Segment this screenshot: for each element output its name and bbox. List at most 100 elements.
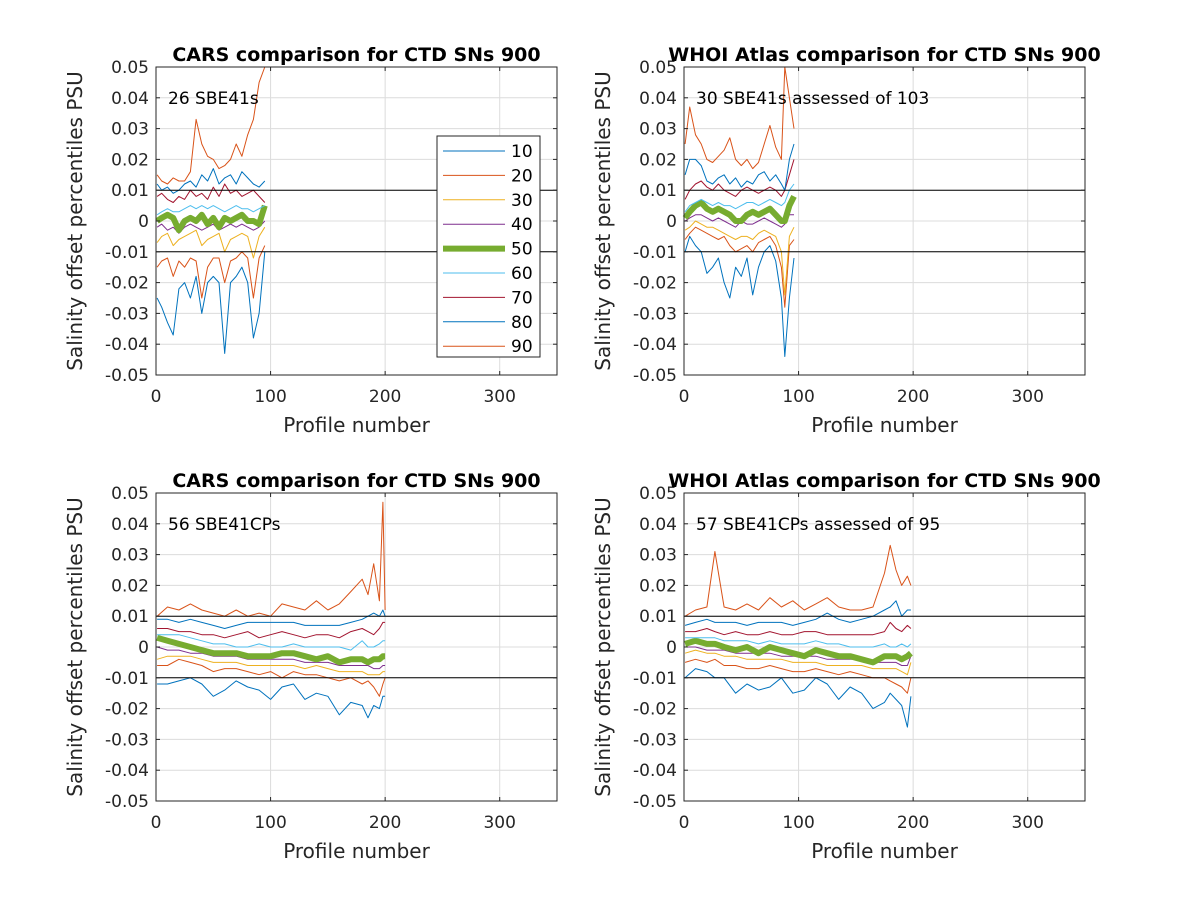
series-line-90 (156, 66, 266, 185)
x-tick-label: 300 (1011, 387, 1043, 407)
annotation-text: 30 SBE41s assessed of 103 (696, 89, 929, 109)
legend-entry-20: 20 (443, 166, 533, 186)
legend-label: 30 (511, 191, 533, 211)
x-axis-label: Profile number (811, 413, 958, 437)
chart-title: WHOI Atlas comparison for CTD SNs 900 (668, 470, 1100, 492)
y-tick-label: 0.02 (111, 150, 149, 170)
chart-title: CARS comparison for CTD SNs 900 (172, 44, 540, 66)
y-tick-label: -0.01 (105, 669, 149, 689)
y-tick-label: -0.04 (105, 761, 149, 781)
legend-label: 20 (511, 166, 533, 186)
legend: 10 20 30 40 50 60 70 80 90 (436, 135, 541, 358)
legend-entry-60: 60 (443, 264, 533, 284)
series-line-50 (684, 637, 913, 666)
y-tick-label: 0.02 (111, 576, 149, 596)
legend-label: 70 (511, 288, 533, 308)
legend-entry-50: 50 (443, 240, 533, 260)
series-line-90 (156, 501, 386, 617)
legend-label: 50 (511, 240, 533, 260)
series-line-60 (685, 637, 912, 648)
x-tick-label: 300 (483, 813, 515, 833)
y-tick-label: 0.04 (111, 89, 149, 109)
y-tick-label: 0.03 (639, 546, 677, 566)
legend-entry-90: 90 (443, 337, 533, 357)
chart-panel-4: -0.05 -0.04 -0.03 -0.02 -0.01 0 0.01 0.02 0.03 0.… (591, 470, 1101, 863)
x-tick-label: 0 (679, 813, 690, 833)
chart-panel-3: -0.05 -0.04 -0.03 -0.02 -0.01 0 0.01 0.02 0.03 0.… (63, 470, 558, 863)
x-tick-label: 300 (1011, 813, 1043, 833)
y-tick-label: -0.02 (633, 274, 677, 294)
x-tick-label: 100 (782, 813, 814, 833)
chart-title: CARS comparison for CTD SNs 900 (172, 470, 540, 492)
legend-label: 10 (511, 142, 533, 162)
legend-label: 90 (511, 337, 533, 357)
y-tick-label: 0.02 (639, 150, 677, 170)
legend-entry-80: 80 (443, 313, 533, 333)
series-line-90 (684, 544, 912, 617)
y-tick-label: -0.01 (105, 243, 149, 263)
y-tick-label: 0.03 (639, 120, 677, 140)
annotation-text: 57 SBE41CPs assessed of 95 (696, 515, 940, 535)
y-tick-label: -0.04 (105, 335, 149, 355)
annotation-text: 56 SBE41CPs (168, 515, 281, 535)
y-axis-label: Salinity offset percentiles PSU (591, 497, 615, 796)
legend-label: 60 (511, 264, 533, 284)
y-axis-label: Salinity offset percentiles PSU (63, 497, 87, 796)
series-line-60 (684, 183, 795, 213)
y-tick-label: -0.05 (633, 366, 677, 386)
series-line-50 (156, 634, 386, 666)
legend-entry-70: 70 (443, 288, 533, 308)
y-tick-label: 0.05 (639, 58, 677, 78)
series-line-20 (684, 226, 795, 308)
chart-panel-2: -0.05 -0.04 -0.03 -0.02 -0.01 0 0.01 0.02 0.03 0.… (591, 44, 1101, 437)
series-line-70 (157, 621, 386, 639)
y-tick-label: -0.05 (105, 792, 149, 812)
series-line-80 (684, 600, 911, 626)
series-line-40 (156, 220, 266, 234)
series-line-30 (684, 649, 912, 676)
y-tick-label: -0.05 (105, 366, 149, 386)
x-tick-label: 200 (897, 387, 929, 407)
series-line-50 (155, 204, 268, 234)
y-tick-label: 0.03 (111, 546, 149, 566)
x-axis-label: Profile number (283, 839, 430, 863)
x-tick-label: 100 (782, 387, 814, 407)
series-line-40 (156, 646, 386, 670)
series-line-20 (156, 245, 266, 299)
x-tick-label: 0 (151, 387, 162, 407)
series-line-10 (157, 677, 386, 719)
y-tick-label: 0 (138, 212, 149, 232)
y-tick-label: 0.03 (111, 120, 149, 140)
series-line-30 (156, 655, 386, 676)
legend-label: 80 (511, 313, 533, 333)
y-axis-label: Salinity offset percentiles PSU (63, 71, 87, 370)
x-tick-label: 0 (679, 387, 690, 407)
series-line-50 (682, 195, 797, 224)
x-tick-label: 0 (151, 813, 162, 833)
series-group (155, 66, 268, 354)
y-tick-label: 0.05 (111, 484, 149, 504)
y-tick-label: 0.01 (639, 607, 677, 627)
y-tick-label: 0.04 (111, 515, 149, 535)
series-line-80 (684, 143, 795, 191)
y-tick-label: 0.05 (111, 58, 149, 78)
series-line-10 (684, 235, 795, 357)
y-tick-label: -0.05 (633, 792, 677, 812)
y-tick-label: 0 (666, 638, 677, 658)
series-line-80 (157, 609, 386, 629)
y-tick-label: -0.01 (633, 243, 677, 263)
legend-entry-30: 30 (443, 191, 533, 211)
y-tick-label: 0.01 (639, 181, 677, 201)
legend-label: 40 (511, 215, 533, 235)
y-tick-label: -0.02 (633, 700, 677, 720)
y-tick-label: -0.03 (633, 730, 677, 750)
series-group (156, 501, 386, 719)
y-tick-label: 0.02 (639, 576, 677, 596)
y-tick-label: -0.03 (633, 304, 677, 324)
y-tick-label: -0.03 (105, 730, 149, 750)
x-tick-label: 200 (369, 813, 401, 833)
series-line-60 (157, 634, 386, 651)
x-tick-label: 300 (483, 387, 515, 407)
y-tick-label: -0.04 (633, 335, 677, 355)
